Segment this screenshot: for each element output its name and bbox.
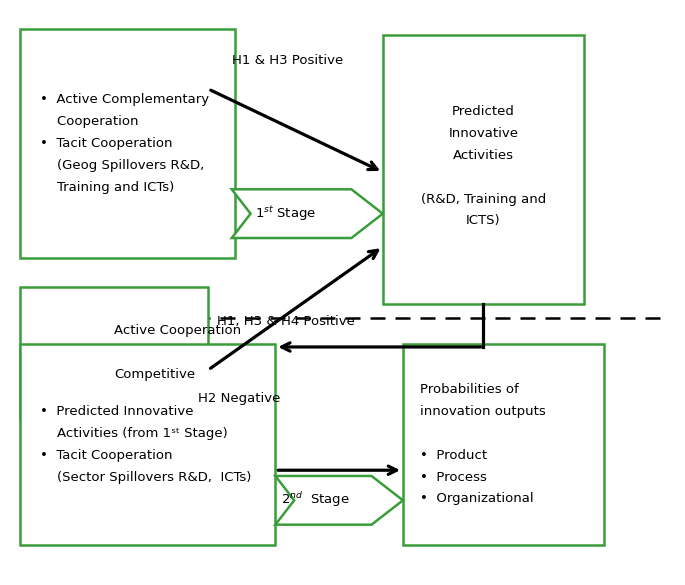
Text: Predicted: Predicted (452, 105, 515, 118)
Text: •  Tacit Cooperation: • Tacit Cooperation (40, 137, 173, 150)
FancyBboxPatch shape (21, 344, 275, 545)
Text: Cooperation: Cooperation (40, 115, 139, 128)
Text: H1 & H3 Positive: H1 & H3 Positive (232, 54, 343, 67)
Text: 2$^{nd}$  Stage: 2$^{nd}$ Stage (282, 491, 350, 510)
Text: 1$^{st}$ Stage: 1$^{st}$ Stage (255, 205, 316, 223)
Text: Probabilities of: Probabilities of (420, 383, 519, 397)
Polygon shape (232, 190, 383, 238)
Text: H2 Negative: H2 Negative (198, 392, 281, 405)
Text: H1, H3 & H4 Positive: H1, H3 & H4 Positive (216, 315, 354, 328)
Text: innovation outputs: innovation outputs (420, 405, 545, 418)
Text: •  Predicted Innovative: • Predicted Innovative (40, 405, 194, 418)
FancyBboxPatch shape (21, 29, 235, 258)
FancyBboxPatch shape (21, 287, 208, 419)
Text: (Sector Spillovers R&D,  ICTs): (Sector Spillovers R&D, ICTs) (40, 470, 252, 484)
Text: Active Cooperation: Active Cooperation (114, 325, 241, 338)
Text: ICTS): ICTS) (466, 214, 501, 228)
Text: •  Active Complementary: • Active Complementary (40, 94, 210, 106)
Text: Competitive: Competitive (114, 368, 195, 381)
Text: Training and ICTs): Training and ICTs) (40, 181, 175, 194)
Text: Innovative: Innovative (449, 127, 519, 140)
Text: Activities (from 1ˢᵗ Stage): Activities (from 1ˢᵗ Stage) (40, 427, 228, 440)
Polygon shape (275, 476, 403, 525)
FancyBboxPatch shape (403, 344, 604, 545)
Text: •  Organizational: • Organizational (420, 493, 534, 505)
Text: (Geog Spillovers R&D,: (Geog Spillovers R&D, (40, 159, 205, 172)
Text: •  Tacit Cooperation: • Tacit Cooperation (40, 449, 173, 462)
Text: •  Product: • Product (420, 449, 487, 462)
FancyBboxPatch shape (383, 35, 584, 304)
Text: •  Process: • Process (420, 470, 486, 484)
Text: Activities: Activities (453, 149, 514, 162)
Text: (R&D, Training and: (R&D, Training and (421, 192, 546, 205)
